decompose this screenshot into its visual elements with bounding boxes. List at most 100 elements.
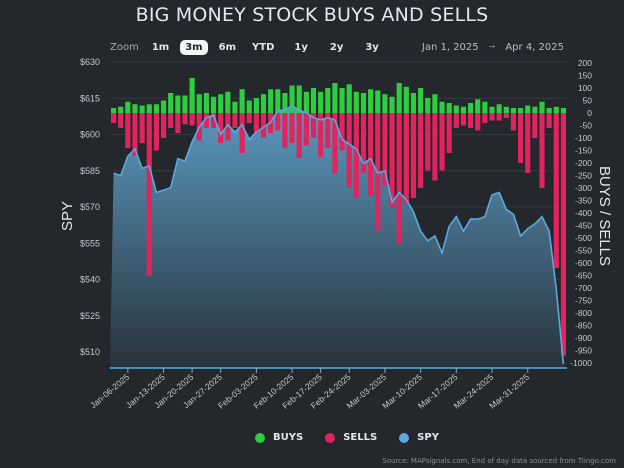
- sell-bar: [339, 113, 345, 151]
- sell-bar: [225, 113, 231, 141]
- buy-bar: [260, 94, 267, 113]
- y-right-tick-label: -900: [575, 333, 592, 343]
- buy-bar: [268, 89, 274, 113]
- buy-bar: [175, 95, 181, 113]
- sell-bar: [546, 113, 552, 128]
- buy-bar: [446, 103, 452, 113]
- buy-bar: [396, 83, 402, 113]
- buy-bar: [160, 100, 167, 113]
- zoom-3y-button[interactable]: 3y: [365, 42, 379, 53]
- buy-bar: [318, 91, 324, 113]
- sell-bar: [253, 113, 259, 133]
- sell-bar: [510, 113, 517, 131]
- spy-dot-icon: [399, 432, 410, 443]
- legend-item-buys[interactable]: BUYS: [255, 432, 303, 443]
- y-right-tick-label: -600: [575, 258, 592, 268]
- sell-bar: [368, 113, 374, 196]
- y-right-tick-label: -800: [575, 308, 592, 318]
- buy-bar: [225, 91, 231, 113]
- buy-bar: [125, 101, 131, 113]
- y-left-axis-title: SPY: [59, 201, 76, 231]
- buy-bar: [332, 83, 338, 113]
- sell-bar: [503, 113, 509, 118]
- buy-bar: [303, 91, 309, 113]
- sell-bar: [532, 113, 538, 138]
- y-right-tick-label: -450: [575, 221, 592, 231]
- buy-bar: [518, 108, 524, 113]
- buy-bar: [425, 98, 431, 113]
- date-from-input[interactable]: Jan 1, 2025: [421, 42, 479, 53]
- sell-bar: [489, 113, 495, 121]
- sell-bar: [425, 113, 431, 171]
- y-left-tick-label: $510: [80, 347, 100, 357]
- zoom-2y-button[interactable]: 2y: [329, 42, 344, 53]
- spy-area: [110, 105, 564, 368]
- buy-bar: [196, 94, 202, 113]
- buy-bar: [553, 106, 559, 113]
- arrow-right-icon: →: [488, 42, 496, 51]
- sell-bar: [175, 113, 181, 133]
- buy-bar: [375, 90, 381, 113]
- sell-bar: [275, 113, 281, 131]
- buy-bar: [439, 101, 445, 113]
- y-left-tick-label: $570: [80, 202, 100, 212]
- sell-bar: [210, 113, 217, 128]
- buy-bar: [275, 89, 281, 113]
- y-left-tick-label: $630: [80, 57, 100, 67]
- y-right-tick-label: -200: [575, 158, 592, 168]
- y-right-tick-label: -650: [575, 271, 592, 281]
- sell-bar: [218, 113, 224, 143]
- y-right-axis-title: BUYS / SELLS: [596, 166, 613, 266]
- sell-bar: [560, 113, 567, 356]
- buy-bar: [532, 106, 538, 113]
- zoom-1m-button[interactable]: 1m: [151, 42, 170, 53]
- buy-bar: [118, 106, 124, 113]
- buy-bar: [218, 94, 224, 113]
- y-right-tick-label: -250: [575, 171, 592, 181]
- buy-bar: [139, 105, 145, 113]
- sell-bar: [525, 113, 531, 173]
- sell-bar: [246, 113, 252, 123]
- buy-bar: [560, 108, 567, 113]
- legend-label-buys: BUYS: [273, 432, 304, 443]
- buy-bar: [360, 93, 367, 113]
- sell-bar: [482, 113, 488, 123]
- buy-bar: [496, 104, 502, 113]
- sell-bar: [310, 113, 317, 138]
- buy-bar: [153, 104, 159, 113]
- zoom-6m-button[interactable]: 6m: [218, 42, 236, 53]
- date-to-input[interactable]: Apr 4, 2025: [505, 42, 564, 53]
- sell-bar: [346, 113, 352, 188]
- y-right-tick-label: -500: [575, 233, 592, 243]
- buy-bar: [339, 88, 345, 113]
- sell-bar: [439, 113, 445, 171]
- zoom-3m-button[interactable]: 3m: [180, 40, 208, 55]
- sell-bar: [403, 113, 409, 203]
- zoom-ytd-button[interactable]: YTD: [252, 42, 275, 53]
- legend-item-spy[interactable]: SPY: [399, 432, 439, 443]
- y-right-tick-label: 150: [578, 71, 592, 81]
- buy-bar: [189, 78, 195, 113]
- buy-bar: [418, 88, 424, 113]
- sell-bar: [153, 113, 159, 151]
- sell-bar: [475, 113, 481, 131]
- sell-bar: [146, 113, 152, 276]
- y-left-tick-label: $615: [80, 93, 100, 103]
- y-right-tick-label: -550: [575, 246, 592, 256]
- sell-bar: [518, 113, 524, 163]
- spy-line-path: [113, 104, 565, 365]
- zoom-1y-button[interactable]: 1y: [294, 42, 308, 53]
- sell-bar: [239, 113, 245, 153]
- sell-bar: [468, 113, 474, 128]
- legend-item-sells[interactable]: SELLS: [325, 432, 377, 443]
- buy-bar: [325, 88, 331, 113]
- y-right-tick-label: -700: [575, 283, 592, 293]
- sell-bar: [353, 113, 359, 198]
- zoom-toolbar: Zoom 1m 3m 6m YTD 1y 2y 3y: [110, 40, 390, 55]
- y-right-tick-label: -750: [575, 296, 592, 306]
- buy-bar: [453, 105, 459, 113]
- buy-bar: [539, 101, 545, 113]
- buy-bar: [482, 101, 488, 113]
- sell-bar: [125, 113, 131, 148]
